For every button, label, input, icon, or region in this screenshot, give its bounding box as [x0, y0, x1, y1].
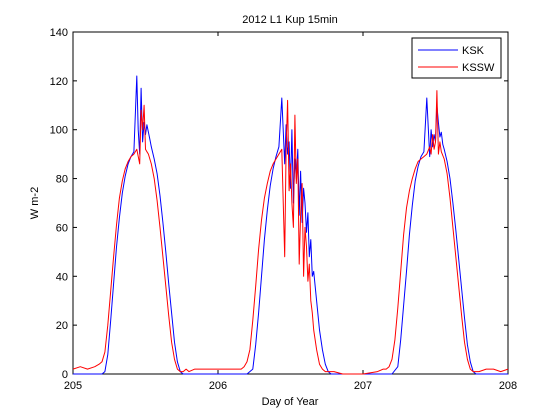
legend-label-ksk: KSK: [462, 45, 485, 57]
y-tick-label: 40: [56, 271, 68, 283]
x-tick-label: 206: [209, 380, 227, 392]
legend-box: [411, 37, 502, 79]
x-axis: 205 206 207 208: [64, 32, 517, 392]
x-axis-label: Day of Year: [262, 396, 319, 408]
y-tick-label: 140: [50, 27, 68, 39]
y-axis-label: W m-2: [29, 187, 41, 219]
y-tick-label: 120: [50, 76, 68, 88]
chart-title: 2012 L1 Kup 15min: [242, 14, 337, 26]
plot-frame: [72, 31, 509, 375]
y-axis: 0 20 40 60 80 100 120 140: [50, 27, 508, 381]
y-tick-label: 100: [50, 125, 68, 137]
x-tick-label: 208: [499, 380, 517, 392]
legend-label-kssw: KSSW: [462, 62, 495, 74]
x-tick-label: 205: [64, 380, 82, 392]
series-lines: [72, 75, 509, 375]
series-line-kssw: [72, 90, 509, 375]
x-tick-label: 207: [354, 380, 372, 392]
y-tick-label: 20: [56, 320, 68, 332]
y-tick-label: 60: [56, 222, 68, 234]
legend: KSK KSSW: [411, 37, 502, 79]
plot-area: 0 20 40 60 80 100 120 140 205 206 207 208: [50, 27, 518, 392]
y-tick-label: 0: [62, 369, 68, 381]
y-tick-label: 80: [56, 174, 68, 186]
